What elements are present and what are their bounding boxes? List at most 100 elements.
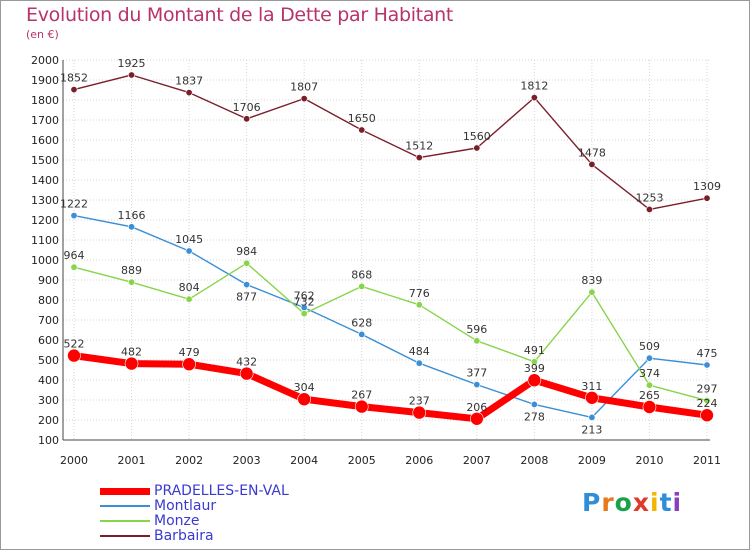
x-tick-label: 2008 [520,454,548,467]
data-point-pradelles-en-val [124,356,139,371]
data-label-monze: 839 [581,274,602,287]
data-point-montlaur [243,281,251,289]
data-label-monze: 374 [639,367,660,380]
data-point-montlaur [70,212,78,220]
data-label-pradelles-en-val: 267 [351,389,372,402]
data-point-pradelles-en-val [354,399,369,414]
x-tick-label: 2006 [405,454,433,467]
legend-label: Barbaira [154,528,214,544]
data-point-barbaira [70,86,78,94]
data-label-monze: 868 [351,268,372,281]
data-point-pradelles-en-val [700,408,714,423]
data-label-montlaur: 475 [697,347,718,360]
y-tick-label: 500 [38,354,59,367]
data-label-monze: 297 [697,383,718,396]
data-label-barbaira: 1512 [405,140,433,153]
data-label-barbaira: 1812 [520,80,548,93]
x-tick-label: 2003 [233,454,261,467]
data-point-monze [128,278,136,286]
legend-swatch [100,535,150,537]
data-point-monze [530,358,538,366]
data-label-pradelles-en-val: 522 [64,338,85,351]
legend-swatch [100,505,150,507]
data-label-montlaur: 1166 [118,209,146,222]
data-label-monze: 732 [294,296,315,309]
data-point-monze [415,301,423,309]
y-tick-label: 200 [38,414,59,427]
x-tick-label: 2000 [60,454,88,467]
data-point-barbaira [300,95,308,103]
x-tick-label: 2001 [118,454,146,467]
data-point-pradelles-en-val [527,373,542,388]
data-label-barbaira: 1253 [635,191,663,204]
y-tick-label: 2000 [31,54,59,67]
data-point-pradelles-en-val [642,400,657,414]
x-tick-label: 2009 [578,454,606,467]
data-label-barbaira: 1925 [118,57,146,70]
data-label-barbaira: 1560 [463,130,491,143]
y-tick-label: 100 [38,434,59,447]
data-point-monze [70,263,78,271]
data-label-montlaur: 1222 [60,198,88,211]
y-tick-label: 800 [38,294,59,307]
data-label-pradelles-en-val: 304 [294,381,315,394]
data-label-monze: 964 [64,249,85,262]
logo-letter: o [614,488,633,517]
logo-letter: i [650,488,660,517]
data-label-barbaira: 1309 [693,180,721,193]
y-tick-label: 700 [38,314,59,327]
data-point-monze [185,295,193,303]
data-label-pradelles-en-val: 224 [697,397,718,410]
x-tick-label: 2002 [175,454,203,467]
chart-title: Evolution du Montant de la Dette par Hab… [26,4,454,26]
y-tick-label: 600 [38,334,59,347]
y-tick-label: 1400 [31,174,59,187]
proxiti-logo: Proxiti [582,488,682,517]
data-point-monze [300,310,308,318]
data-point-montlaur [415,359,423,367]
data-label-pradelles-en-val: 265 [639,389,660,402]
data-label-monze: 491 [524,344,545,357]
series-line-barbaira [73,74,708,211]
data-point-pradelles-en-val [182,357,196,372]
logo-letter: i [672,488,683,517]
x-tick-label: 2007 [463,454,491,467]
legend-label: Monze [154,513,200,529]
data-point-monze [358,282,366,290]
y-tick-label: 1200 [31,214,59,227]
data-label-montlaur: 762 [294,290,315,303]
y-tick-label: 1000 [31,254,59,267]
data-point-montlaur [128,223,136,231]
data-point-barbaira [588,160,596,168]
data-point-montlaur [645,354,653,362]
data-point-pradelles-en-val [67,348,81,363]
data-label-pradelles-en-val: 311 [581,380,602,393]
data-label-pradelles-en-val: 206 [466,401,487,414]
data-point-barbaira [185,89,193,97]
logo-letter: r [601,488,615,517]
data-label-montlaur: 484 [409,345,430,358]
data-label-pradelles-en-val: 237 [409,395,430,408]
y-tick-label: 1300 [31,194,59,207]
legend-item-montlaur: Montlaur [100,499,300,514]
data-label-montlaur: 1045 [175,233,203,246]
series-lines [67,71,714,426]
y-tick-label: 1800 [31,94,59,107]
logo-letter: x [632,488,650,517]
legend-swatch [100,488,150,495]
data-point-monze [473,337,481,345]
data-point-montlaur [358,330,366,338]
data-label-monze: 984 [236,245,257,258]
data-label-montlaur: 877 [236,291,257,304]
y-tick-label: 1700 [31,114,59,127]
data-label-monze: 596 [466,323,487,336]
data-point-barbaira [703,194,711,202]
series-line-montlaur [73,214,708,419]
data-label-montlaur: 628 [351,316,372,329]
data-label-pradelles-en-val: 399 [524,362,545,375]
data-point-montlaur [703,361,711,369]
data-label-pradelles-en-val: 432 [236,356,257,369]
data-point-barbaira [530,94,538,102]
data-point-montlaur [185,247,193,255]
data-label-barbaira: 1852 [60,72,88,85]
